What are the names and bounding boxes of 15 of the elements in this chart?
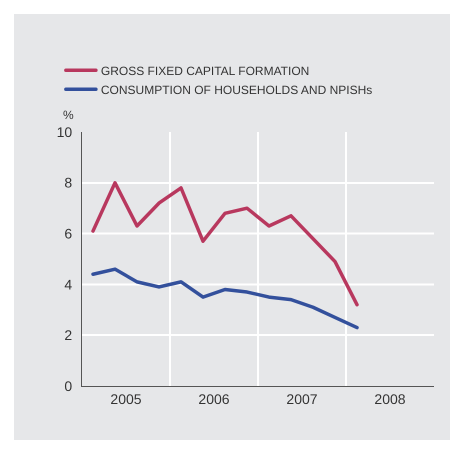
line-series [91, 181, 359, 306]
y-tick-label: 10 [56, 124, 72, 140]
y-axis-title: % [63, 108, 74, 122]
x-tick-label: 2006 [198, 390, 230, 407]
y-tick-label: 4 [64, 276, 72, 292]
y-tick-label: 0 [64, 378, 72, 394]
line-series [91, 267, 359, 330]
legend-label: CONSUMPTION OF HOUSEHOLDS AND NPISHs [100, 82, 372, 97]
x-tick-label: 2007 [286, 390, 318, 407]
x-tick-label: 2005 [110, 390, 142, 407]
y-tick-label: 8 [64, 174, 72, 191]
x-tick-label: 2008 [374, 390, 406, 407]
legend-label: GROSS FIXED CAPITAL FORMATION [100, 64, 310, 78]
y-tick-label: 2 [64, 327, 72, 344]
y-tick-label: 6 [64, 226, 72, 242]
